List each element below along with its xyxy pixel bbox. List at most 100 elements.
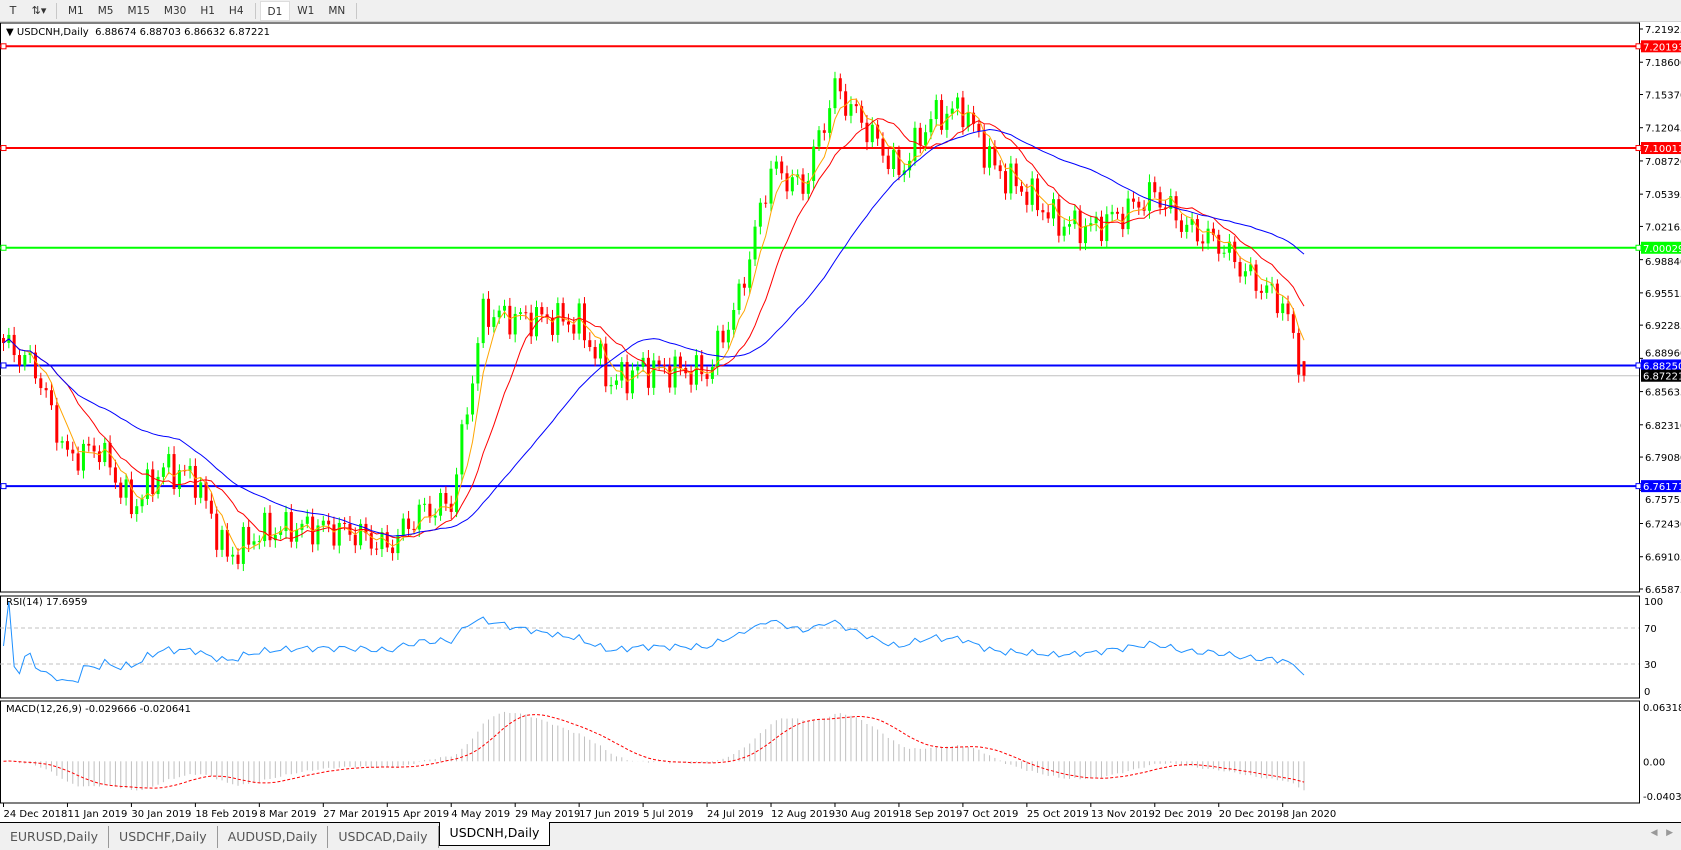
candle-body — [929, 119, 933, 133]
candle-body — [1131, 198, 1135, 202]
tab-eurusd[interactable]: EURUSD,Daily — [0, 826, 110, 848]
date-axis-label: 29 May 2019 — [515, 809, 580, 820]
tab-usdchf[interactable]: USDCHF,Daily — [109, 826, 218, 848]
candle-body — [55, 405, 59, 443]
candle-body — [1227, 241, 1231, 253]
candle-body — [257, 541, 261, 543]
price-level-tag — [1641, 359, 1681, 372]
timeframe-m5[interactable]: M5 — [97, 4, 114, 17]
candle-body — [593, 347, 597, 359]
candle-body — [135, 506, 139, 515]
candle-body — [732, 310, 736, 330]
timeframe-m1[interactable]: M1 — [68, 4, 84, 17]
date-axis-label: 8 Mar 2019 — [259, 809, 316, 820]
macd-axis-label: 0.00 — [1643, 757, 1665, 768]
candle-body — [950, 108, 954, 114]
ohlc-values: 6.88674 6.88703 6.86632 6.87221 — [95, 27, 271, 38]
candle-body — [1286, 303, 1290, 315]
price-level-tag — [1641, 40, 1681, 53]
candle-body — [1233, 241, 1237, 263]
collapse-triangle-icon[interactable]: ▼ — [6, 27, 14, 38]
candle-body — [33, 352, 37, 379]
candle-body — [487, 298, 491, 327]
price-axis-label: 7.02165 — [1645, 222, 1681, 233]
candle-body — [961, 97, 965, 128]
candle-body — [535, 307, 538, 337]
candle-body — [391, 547, 395, 554]
candle-body — [177, 470, 181, 489]
candle-body — [790, 177, 794, 192]
candle-body — [1211, 228, 1215, 235]
price-chart[interactable]: 7.21925 7.18600 7.15370 7.12045 7.08720 7.053… — [0, 22, 1681, 822]
date-axis-label: 27 Mar 2019 — [323, 809, 386, 820]
candle-body — [1153, 182, 1157, 193]
candle-body — [268, 512, 272, 541]
candle-body — [609, 384, 613, 387]
candle-body — [1206, 228, 1210, 244]
candle-body — [982, 131, 986, 168]
candle-body — [252, 541, 256, 545]
candle-body — [343, 522, 347, 524]
date-axis-label: 7 Oct 2019 — [963, 809, 1018, 820]
candle-body — [652, 360, 656, 388]
price-level-label: 7.10011 — [1643, 144, 1681, 155]
price-axis-label: 6.98840 — [1645, 257, 1681, 268]
candle-body — [726, 329, 730, 343]
candle-body — [1099, 216, 1103, 242]
candle-body — [993, 146, 997, 166]
candle-body — [988, 146, 992, 168]
candle-body — [311, 516, 315, 545]
timeframe-h4[interactable]: H4 — [228, 4, 244, 17]
rsi-label: RSI(14) 17.6959 — [6, 597, 88, 608]
date-axis-label: 12 Aug 2019 — [771, 809, 835, 820]
timeframe-w1[interactable]: W1 — [297, 4, 315, 17]
bid-price-label: 6.87221 — [1643, 372, 1681, 383]
candle-body — [188, 465, 192, 472]
candle-body — [945, 113, 949, 130]
timeframe-h1[interactable]: H1 — [200, 4, 215, 17]
tab-audusd[interactable]: AUDUSD,Daily — [218, 826, 329, 848]
candle-body — [231, 554, 235, 557]
objects-dropdown-icon[interactable]: ⇅▾ — [31, 4, 47, 17]
candle-body — [1073, 210, 1077, 225]
timeframe-m15[interactable]: M15 — [127, 4, 150, 17]
candle-body — [556, 303, 560, 335]
candle-body — [396, 535, 400, 554]
price-axis-label: 6.85635 — [1645, 388, 1681, 399]
tab-usdcnh[interactable]: USDCNH,Daily — [438, 822, 551, 846]
candle-body — [300, 523, 304, 530]
text-icon[interactable]: T — [9, 4, 17, 17]
candle-body — [833, 78, 837, 109]
rsi-axis-label: 70 — [1644, 624, 1657, 635]
line-handle — [0, 43, 7, 50]
candle-body — [710, 367, 714, 379]
candle-body — [113, 467, 117, 483]
candle-body — [876, 124, 880, 139]
timeframe-m30[interactable]: M30 — [163, 4, 187, 17]
candle-body — [1052, 199, 1056, 219]
tab-scroll-arrows[interactable]: ◀ ▶ — [1650, 828, 1673, 838]
date-axis-label: 18 Sep 2019 — [899, 809, 962, 820]
candle-body — [1185, 224, 1189, 232]
candle-body — [92, 445, 96, 452]
candle-body — [129, 479, 133, 515]
candle-body — [737, 283, 741, 311]
candle-body — [1009, 163, 1013, 194]
candle-body — [353, 534, 357, 546]
candle-body — [513, 313, 517, 335]
price-axis-label: 6.72430 — [1645, 520, 1681, 531]
price-level-label: 7.00029 — [1643, 244, 1681, 255]
macd-axis-label: 0.063184 — [1643, 703, 1681, 714]
candle-body — [145, 469, 149, 499]
timeframe-mn[interactable]: MN — [328, 4, 346, 17]
price-axis-label: 6.75755 — [1645, 495, 1681, 506]
date-axis-label: 5 Jul 2019 — [643, 809, 693, 820]
candle-body — [636, 366, 640, 371]
tab-usdcad[interactable]: USDCAD,Daily — [328, 826, 439, 848]
candle-body — [151, 469, 155, 495]
candle-body — [550, 317, 554, 335]
candle-body — [119, 482, 123, 498]
candle-body — [1046, 212, 1050, 219]
timeframe-d1[interactable]: D1 — [259, 0, 291, 21]
candle-body — [401, 518, 405, 536]
